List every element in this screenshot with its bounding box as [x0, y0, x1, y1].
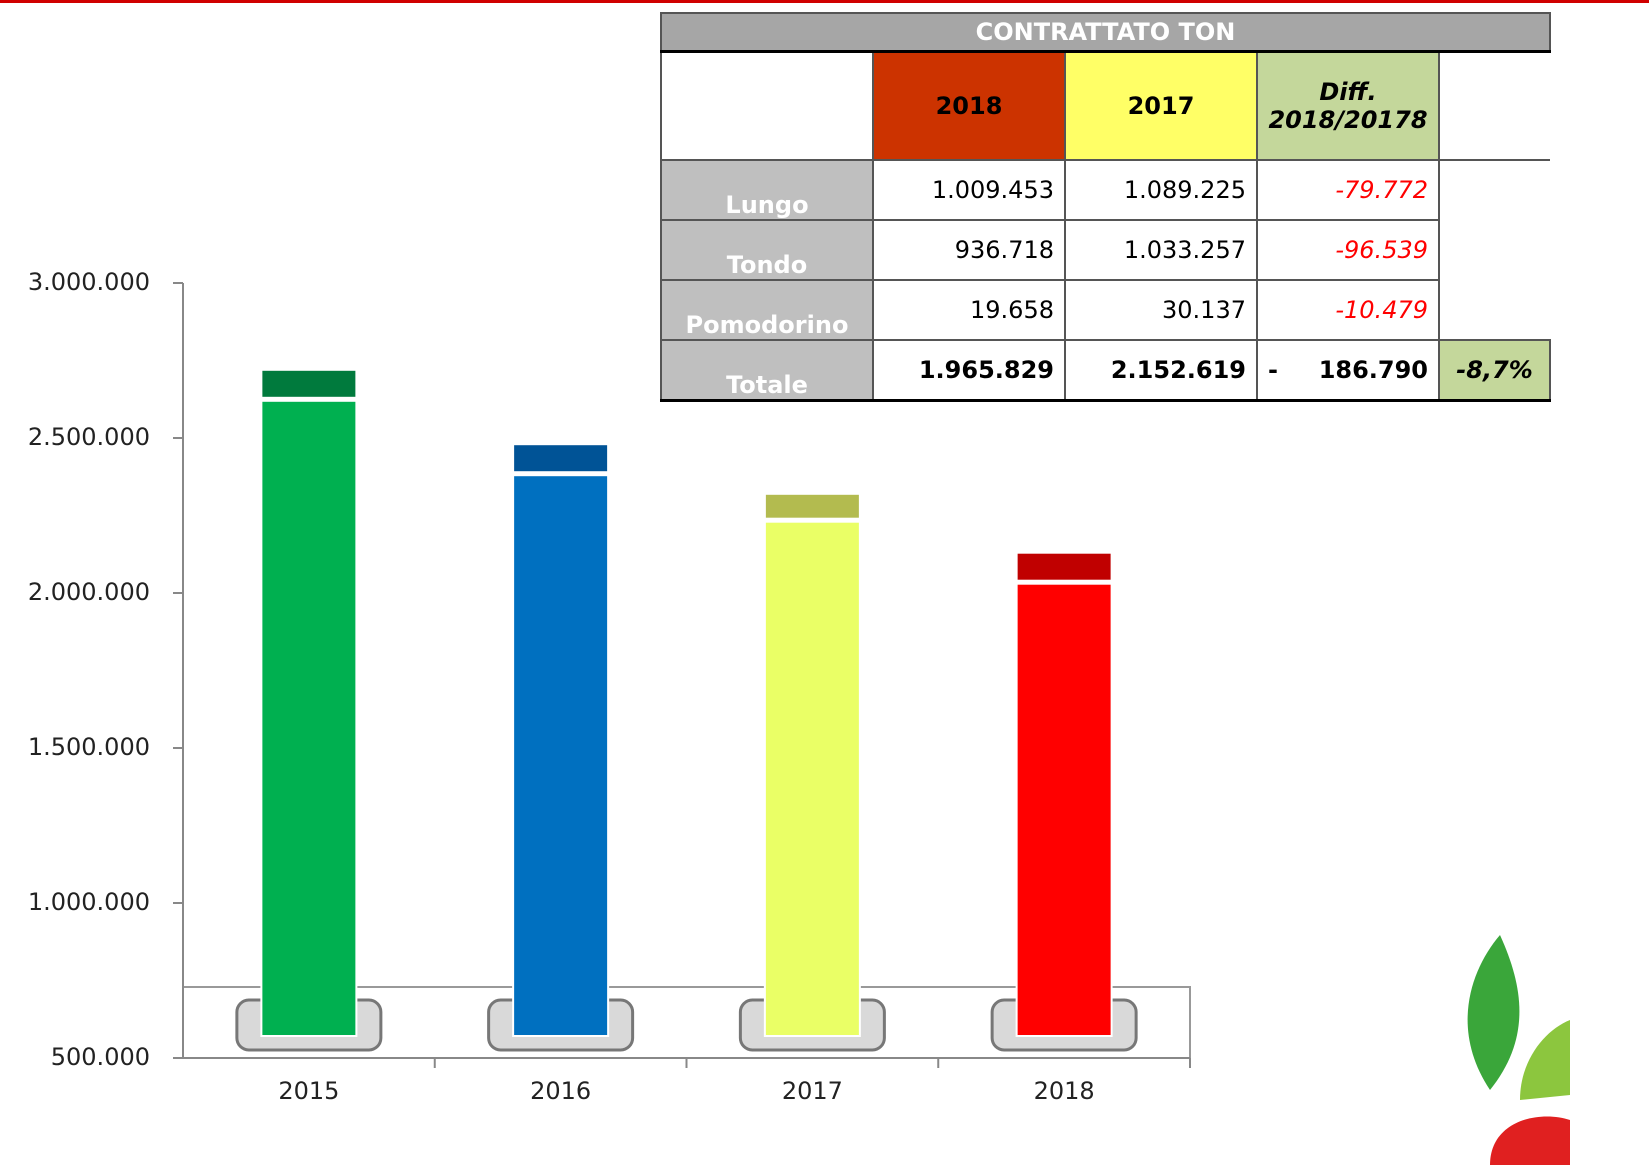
table-cell: -10.479 [1256, 279, 1440, 341]
x-tick-label: 2017 [782, 1077, 843, 1105]
bar-segment [763, 492, 861, 520]
y-tick-label: 500.000 [51, 1043, 150, 1071]
table-cell: 30.137 [1064, 279, 1258, 341]
y-tick-label: 2.500.000 [28, 423, 150, 451]
y-tick-label: 3.000.000 [28, 268, 150, 296]
table-cell: - 186.790 [1256, 339, 1440, 402]
table-cell: 1.033.257 [1064, 219, 1258, 281]
table-cell: 2.152.619 [1064, 339, 1258, 402]
y-tick-label: 1.000.000 [28, 888, 150, 916]
table-cell [1438, 280, 1550, 340]
table-cell: 1.089.225 [1064, 159, 1258, 221]
table-row: Tondo 936.718 1.033.257 -96.539 [660, 219, 1550, 281]
table-row: CONTRATTATO TON [660, 12, 1551, 53]
bar-segment [512, 474, 610, 1037]
logo-leaf [1467, 935, 1520, 1090]
table-cell: Totale [660, 339, 874, 402]
table-cell: CONTRATTATO TON [660, 12, 1551, 53]
y-tick-label: 1.500.000 [28, 733, 150, 761]
bar-segment [260, 399, 358, 1037]
table-cell: -96.539 [1256, 219, 1440, 281]
x-tick-label: 2015 [278, 1077, 339, 1105]
logo-fruit [1490, 1116, 1570, 1165]
cell-text: - [1268, 356, 1278, 384]
data-table: CONTRATTATO TON 2018 2017 Diff. 2018/20178 L… [660, 12, 1551, 402]
table-cell: 19.658 [872, 279, 1066, 341]
top-rule [0, 0, 1649, 3]
y-tick-label: 2.000.000 [28, 578, 150, 606]
table-row: Totale 1.965.829 2.152.619- 186.790 -8,7% [660, 339, 1551, 402]
table-cell: 2018 [872, 50, 1066, 161]
table-cell: Diff. 2018/20178 [1256, 50, 1440, 161]
bar-segment [1015, 551, 1113, 582]
table-cell [1438, 160, 1550, 220]
table-row: 2018 2017 Diff. 2018/20178 [660, 50, 1550, 161]
table-cell: 936.718 [872, 219, 1066, 281]
bar-segment [1015, 582, 1113, 1037]
table-cell: Lungo [660, 159, 874, 221]
bar-segment [763, 520, 861, 1037]
table-cell [1438, 220, 1550, 280]
table-cell [1438, 50, 1550, 161]
table-cell: Pomodorino [660, 279, 874, 341]
logo-leaf [1520, 1020, 1570, 1100]
table-cell: 2017 [1064, 50, 1258, 161]
table-cell: -79.772 [1256, 159, 1440, 221]
x-tick-label: 2018 [1034, 1077, 1095, 1105]
table-cell: -8,7% [1438, 339, 1551, 402]
cell-text: 186.790 [1318, 356, 1428, 384]
table-cell: 1.965.829 [872, 339, 1066, 402]
x-tick-label: 2016 [530, 1077, 591, 1105]
bar-segment [512, 443, 610, 474]
table-cell: Tondo [660, 219, 874, 281]
table-cell [660, 50, 874, 161]
bar-segment [260, 368, 358, 399]
table-cell: 1.009.453 [872, 159, 1066, 221]
table-row: Pomodorino 19.658 30.137 -10.479 [660, 279, 1550, 341]
table-row: Lungo 1.009.453 1.089.225 -79.772 [660, 159, 1550, 221]
